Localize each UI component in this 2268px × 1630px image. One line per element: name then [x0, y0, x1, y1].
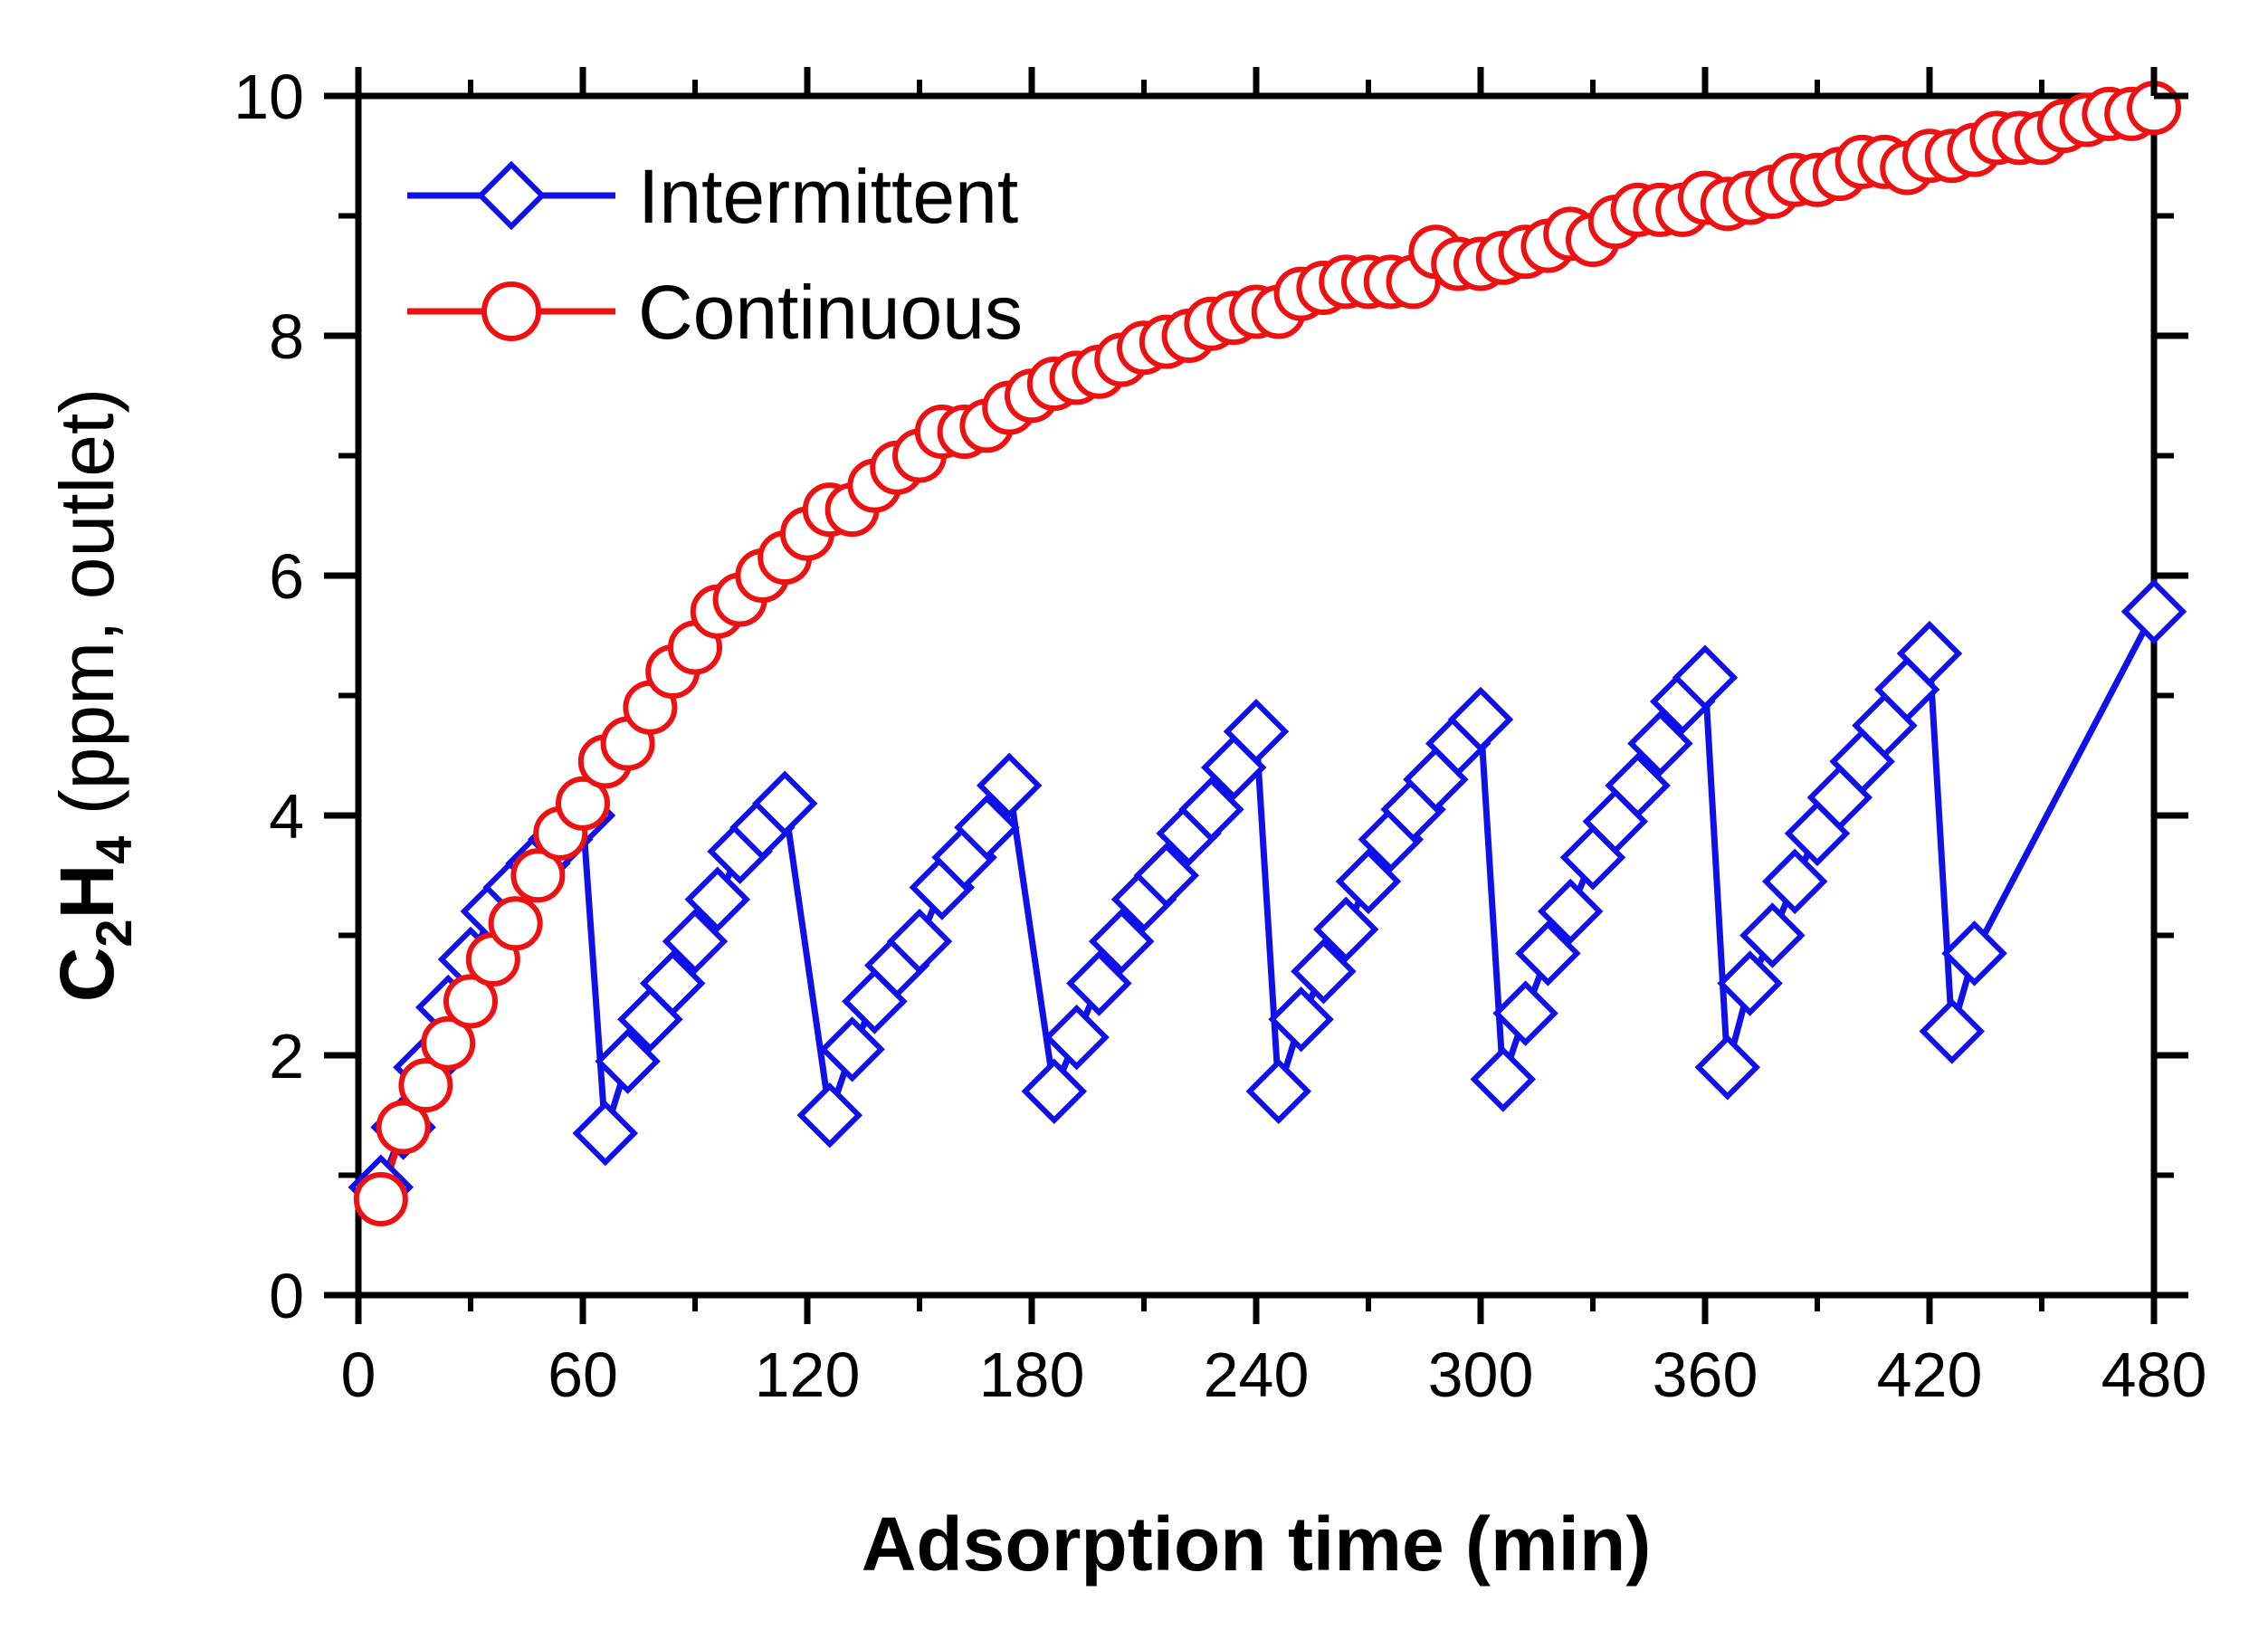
axis-ticks: 0 60 120 180 240 300 360 420 480 0 2 4 6 8 10: [233, 62, 2206, 1410]
data-point: [1291, 939, 1357, 1005]
y-tick-label: 8: [269, 301, 304, 372]
data-point: [1492, 980, 1558, 1046]
x-tick-label: 120: [755, 1339, 861, 1410]
data-point: [1537, 878, 1604, 945]
series-markers: [348, 81, 2187, 1226]
data-point: [1312, 896, 1379, 963]
x-tick-label: 300: [1428, 1339, 1534, 1410]
data-point: [2120, 578, 2187, 644]
x-tick-label: 240: [1204, 1339, 1310, 1410]
x-tick-label: 180: [979, 1339, 1085, 1410]
x-axis-title: Adsorption time (min): [862, 1501, 1652, 1587]
data-point: [398, 1058, 453, 1113]
data-point: [1178, 777, 1244, 843]
data-point: [1470, 1046, 1537, 1112]
data-point: [1919, 998, 1986, 1064]
data-point: [1672, 644, 1739, 710]
data-point: [1761, 848, 1828, 915]
data-point: [1739, 902, 1806, 968]
data-point: [1515, 920, 1581, 987]
data-point: [1447, 686, 1514, 753]
data-point: [1245, 1058, 1312, 1124]
data-point: [1627, 710, 1693, 777]
y-axis-title-main: C: [44, 948, 129, 1003]
data-point: [954, 795, 1020, 861]
y-tick-label: 0: [269, 1261, 304, 1331]
legend-marker-intermittent: [476, 160, 547, 231]
data-point: [639, 950, 706, 1016]
data-point: [353, 1172, 408, 1226]
y-axis-title: C2H4 (ppm, outlet): [44, 388, 142, 1003]
data-point: [684, 866, 751, 932]
legend-label-intermittent: Intermittent: [638, 154, 1018, 239]
data-point: [1941, 920, 2007, 987]
data-point: [976, 752, 1043, 819]
data-point: [572, 1100, 639, 1167]
data-point: [443, 974, 498, 1029]
data-point: [662, 908, 729, 975]
data-point: [1223, 699, 1290, 765]
y-axis-title-mid: H: [44, 864, 129, 920]
data-point: [1066, 950, 1132, 1016]
data-point: [421, 1015, 476, 1071]
data-point: [1605, 752, 1671, 819]
x-tick-label: 360: [1653, 1339, 1758, 1410]
x-tick-label: 0: [341, 1339, 376, 1410]
y-tick-label: 6: [269, 541, 304, 612]
data-point: [819, 1016, 885, 1082]
data-point: [1133, 843, 1200, 909]
data-point: [796, 1082, 863, 1149]
y-tick-label: 10: [233, 62, 304, 132]
y-axis-title-rest: (ppm, outlet): [44, 388, 129, 836]
data-point: [595, 1028, 661, 1094]
data-point: [556, 776, 610, 831]
data-point: [1717, 950, 1783, 1016]
series-points-continuous: [353, 81, 2181, 1226]
data-point: [886, 908, 953, 975]
data-point: [1335, 848, 1402, 915]
data-point: [1088, 908, 1155, 975]
data-point: [1694, 1034, 1761, 1101]
legend: Intermittent Continuous: [407, 154, 1023, 355]
x-tick-label: 60: [548, 1339, 618, 1410]
x-tick-label: 480: [2101, 1339, 2207, 1410]
data-point: [488, 896, 543, 951]
data-point: [376, 1100, 431, 1155]
data-point: [1896, 620, 1963, 687]
y-axis-title-sub2: 4: [85, 836, 142, 864]
legend-label-continuous: Continuous: [638, 270, 1023, 355]
data-point: [510, 848, 566, 903]
data-point: [751, 770, 818, 836]
data-point: [1268, 987, 1334, 1053]
x-tick-label: 420: [1877, 1339, 1983, 1410]
y-tick-label: 4: [269, 781, 304, 852]
data-point: [1021, 1058, 1088, 1124]
y-axis-title-sub1: 2: [85, 919, 142, 947]
y-tick-label: 2: [269, 1021, 304, 1091]
legend-marker-continuous: [481, 281, 541, 341]
data-point: [1043, 1004, 1110, 1071]
